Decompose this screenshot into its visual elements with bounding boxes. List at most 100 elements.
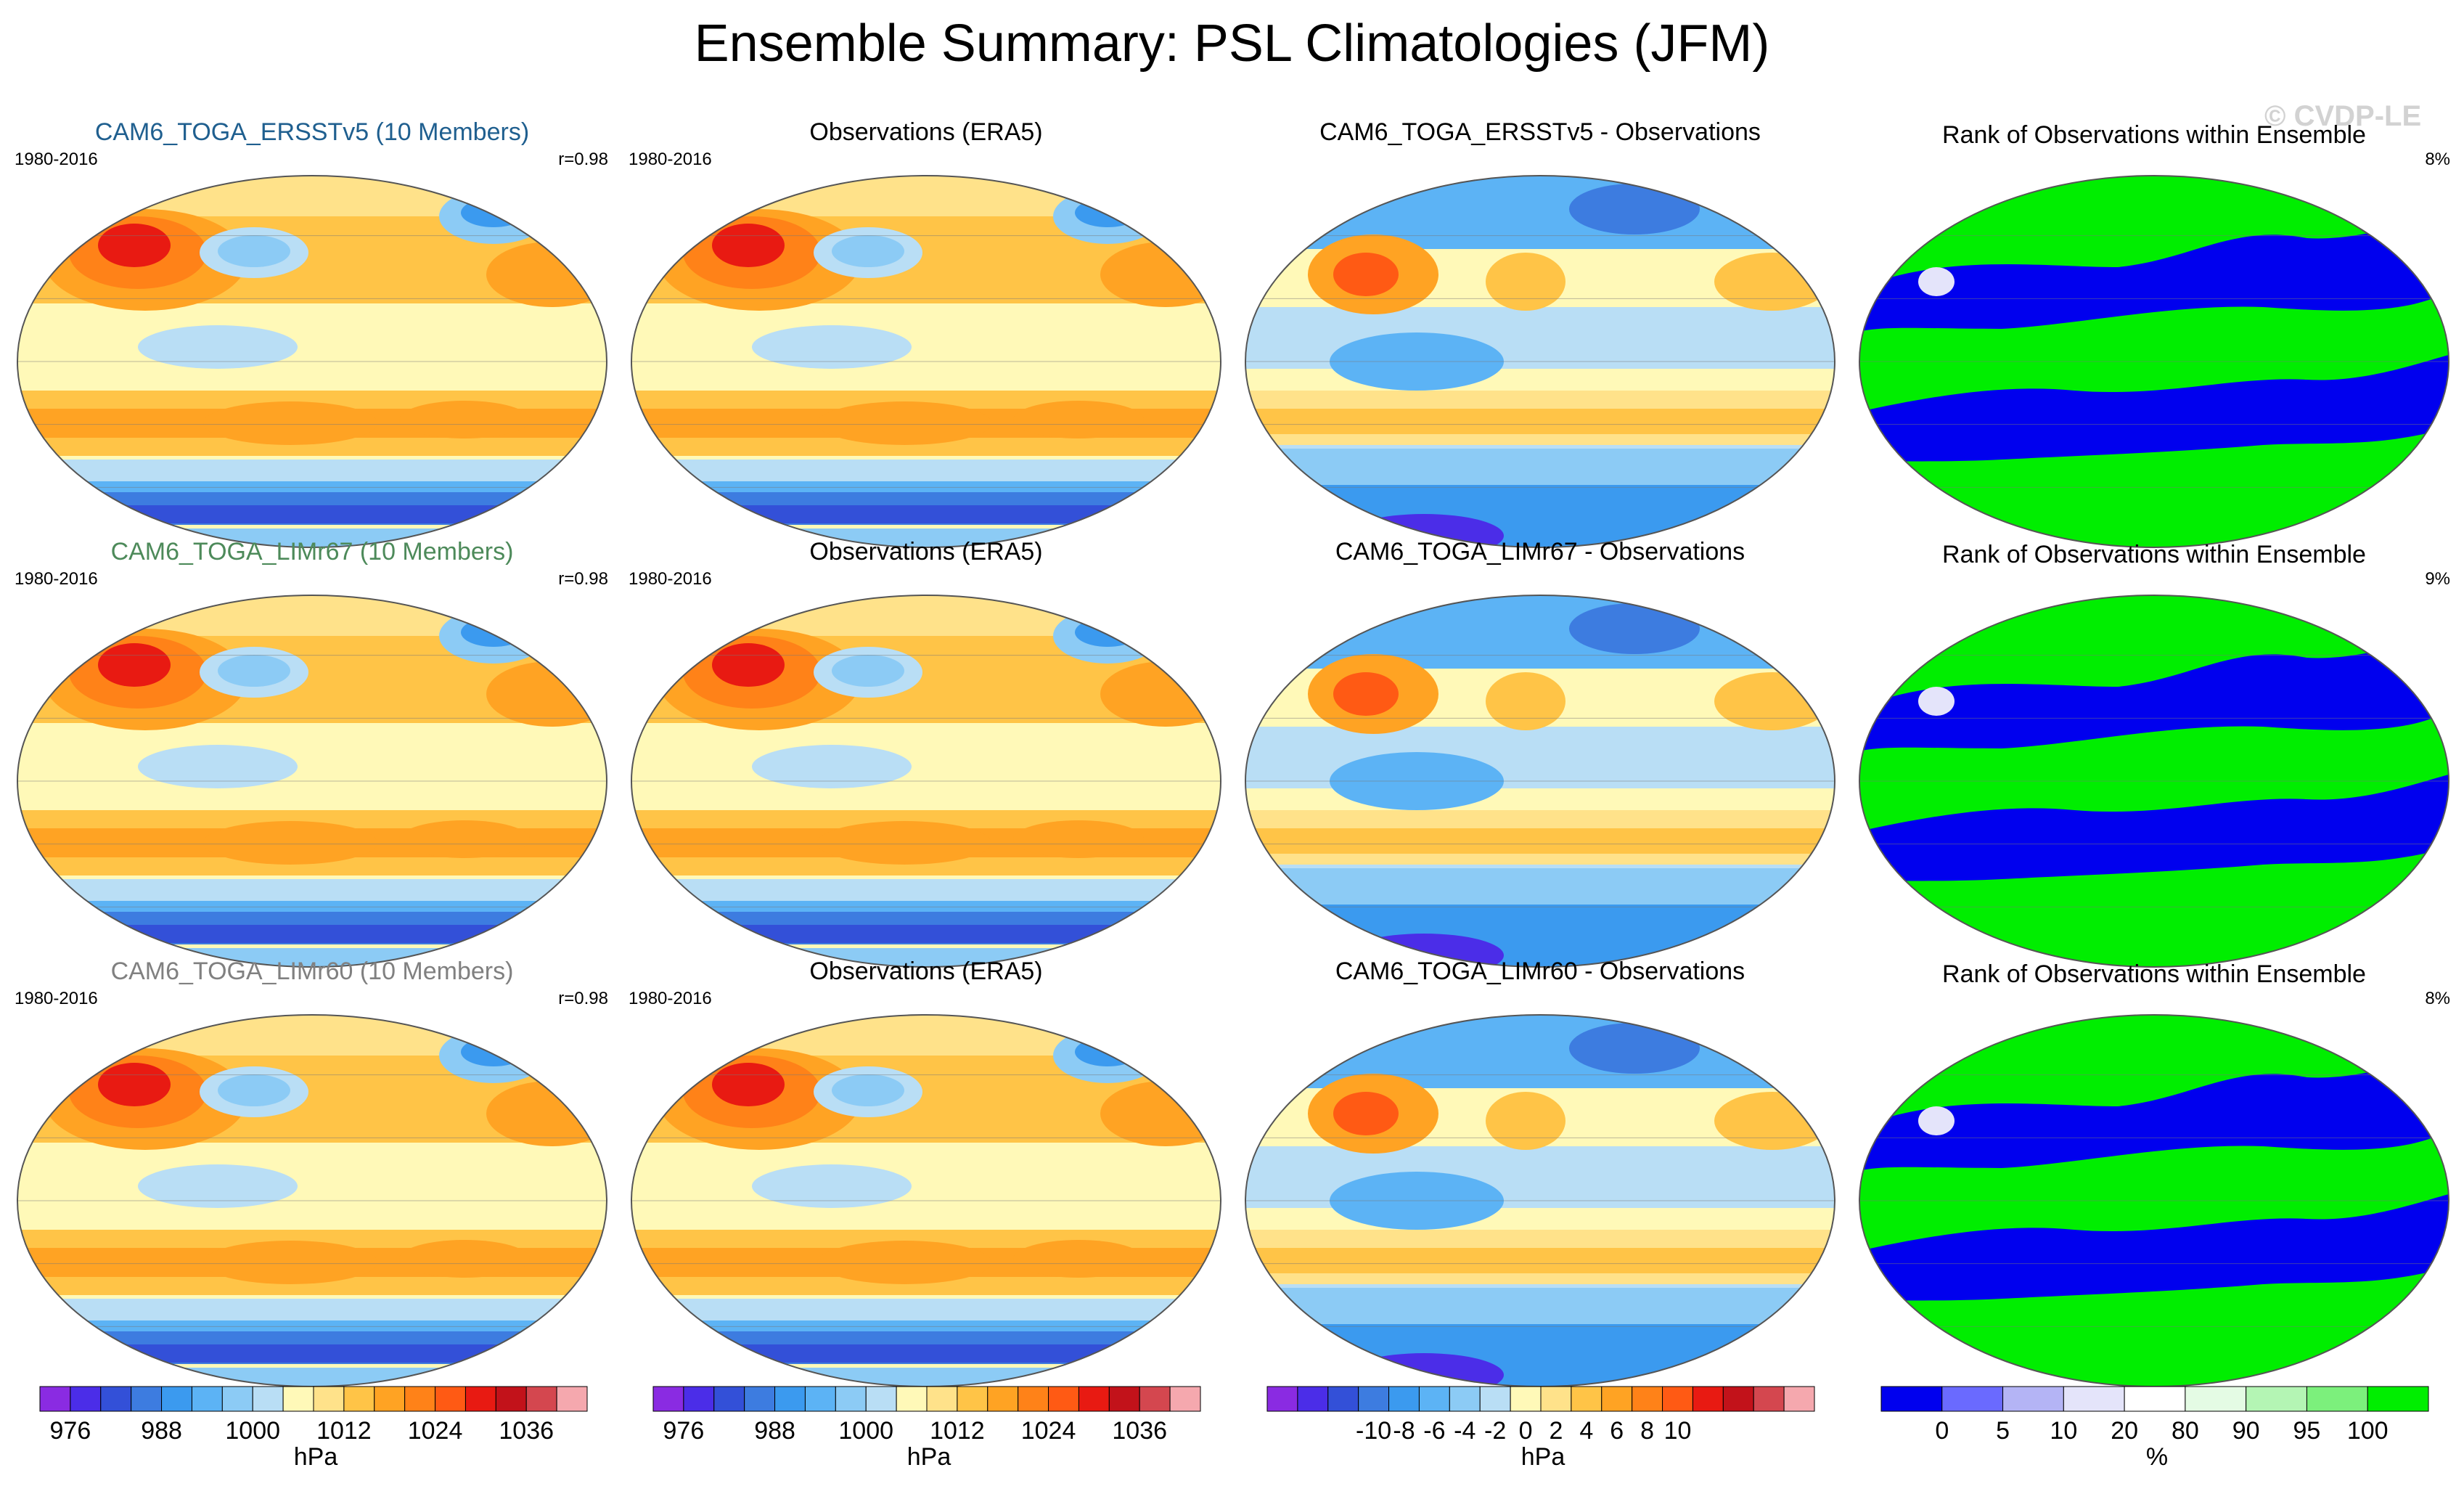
watermark: © CVDP-LE: [2264, 100, 2422, 132]
colorbar-swatch: [435, 1386, 466, 1412]
map-psl-row2: [631, 595, 1221, 968]
psl-south-atlantic-high: [399, 401, 530, 438]
graticule: [1859, 235, 2449, 488]
correlation-label: r=0.98: [558, 989, 608, 1008]
colorbar-swatch: [1327, 1386, 1359, 1412]
colorbar-swatch: [191, 1386, 223, 1412]
map-rank-row3: [1859, 1014, 2449, 1387]
map-outline: [1245, 175, 1835, 548]
colorbar-tick-label: 5: [1996, 1417, 2010, 1445]
colorbar-tick-label: 976: [50, 1417, 91, 1445]
colorbar-swatch: [252, 1386, 284, 1412]
rank-percent-label: 8%: [2425, 150, 2450, 169]
colorbar-swatch: [2124, 1386, 2186, 1412]
colorbar-tick-label: 988: [754, 1417, 795, 1445]
graticule: [1245, 655, 1835, 907]
panel-title-rank: Rank of Observations within Ensemble: [1942, 121, 2366, 149]
rank-southern-low-rank-region: [1859, 774, 2449, 883]
map-diff-row3: [1245, 1014, 1835, 1387]
psl-southern-ocean-trough-core: [631, 925, 1221, 943]
colorbar-swatch: [1662, 1386, 1693, 1412]
diff-north-atlantic-positive: [1714, 1092, 1830, 1150]
colorbar-swatch: [1783, 1386, 1815, 1412]
colorbar-swatch: [282, 1386, 314, 1412]
map-psl-row1: [631, 175, 1221, 548]
years-label-ensemble: 1980-2016: [15, 150, 98, 169]
psl-icelandic-low-core: [1075, 618, 1140, 647]
colorbar-swatch: [161, 1386, 192, 1412]
psl-south-pacific-high: [817, 821, 991, 865]
rank-northern-low-rank-region: [1859, 636, 2449, 752]
colorbar-swatch: [1571, 1386, 1603, 1412]
rank-mid-rank-patch: [1918, 267, 1955, 296]
colorbar-tick-label: 976: [663, 1417, 705, 1445]
colorbar-tick-label: -6: [1423, 1417, 1445, 1445]
psl-south-atlantic-high: [1013, 820, 1144, 858]
colorbar-swatch: [1297, 1386, 1329, 1412]
panel-title-rank: Rank of Observations within Ensemble: [1942, 960, 2366, 988]
colorbar-swatch: [896, 1386, 928, 1412]
diff-asia-positive-core: [1333, 1092, 1399, 1135]
colorbar-swatch: [865, 1386, 897, 1412]
psl-siberian-high-core: [98, 643, 171, 687]
years-label-ensemble: 1980-2016: [15, 989, 98, 1008]
rank-southern-low-rank-region: [1859, 354, 2449, 463]
colorbar-unit-label: hPa: [293, 1443, 338, 1471]
colorbar-swatch: [1941, 1386, 2004, 1412]
diff-antarctic-band: [1245, 1324, 1835, 1387]
graticule: [1859, 1074, 2449, 1327]
colorbar-swatch: [744, 1386, 776, 1412]
psl-south-pacific-high: [817, 1241, 991, 1284]
diff-arctic-negative: [1569, 184, 1700, 234]
diff-arctic-negative: [1569, 603, 1700, 654]
map-outline: [1859, 175, 2449, 548]
psl-south-pacific-high: [203, 401, 377, 445]
map-psl-row1: [17, 175, 607, 548]
diff-asia-positive-core: [1333, 253, 1399, 296]
colorbar-tick-label: -8: [1393, 1417, 1415, 1445]
psl-siberian-high-core: [98, 1063, 171, 1106]
figure-title: Ensemble Summary: PSL Climatologies (JFM…: [694, 15, 1770, 73]
colorbar-swatch: [1601, 1386, 1633, 1412]
panel-title-ensemble: CAM6_TOGA_LIMr67 (10 Members): [110, 538, 514, 566]
rank-mid-rank-patch: [1918, 1106, 1955, 1135]
graticule: [631, 1074, 1221, 1327]
colorbar-tick-label: 80: [2172, 1417, 2199, 1445]
diff-arctic-negative: [1569, 1023, 1700, 1074]
colorbar-tick-label: 20: [2111, 1417, 2138, 1445]
colorbar-swatch: [1139, 1386, 1171, 1412]
colorbar-tick-label: 90: [2232, 1417, 2260, 1445]
panel-title-observations: Observations (ERA5): [809, 538, 1043, 566]
colorbar-swatch: [1358, 1386, 1390, 1412]
psl-south-atlantic-high: [399, 820, 530, 858]
psl-icelandic-low-core: [1075, 1037, 1140, 1066]
colorbar-swatch: [1880, 1386, 1943, 1412]
colorbar-swatch: [1388, 1386, 1420, 1412]
colorbar-tick-label: 0: [1519, 1417, 1533, 1445]
diff-north-atlantic-positive: [1714, 253, 1830, 311]
colorbar-swatch: [1418, 1386, 1450, 1412]
psl-siberian-high-core: [712, 224, 785, 267]
psl-maritime-continent-low: [752, 325, 912, 369]
colorbar-swatch: [313, 1386, 345, 1412]
graticule: [1859, 655, 2449, 907]
colorbar-swatch: [683, 1386, 715, 1412]
diff-northern-band: [1245, 595, 1835, 672]
rank-northern-low-rank-region: [1859, 1056, 2449, 1172]
colorbar-tick-label: 988: [141, 1417, 182, 1445]
colorbar-swatch: [1078, 1386, 1110, 1412]
years-label-observations: 1980-2016: [629, 569, 712, 589]
panel-title-difference: CAM6_TOGA_ERSSTv5 - Observations: [1319, 118, 1761, 146]
panel-title-observations: Observations (ERA5): [809, 118, 1043, 146]
psl-siberian-high-core: [712, 643, 785, 687]
colorbar-1: 976 988 1000 1012 1024 1036: [39, 1386, 588, 1445]
colorbar-swatch: [131, 1386, 163, 1412]
colorbar-tick-label: -2: [1484, 1417, 1506, 1445]
psl-southern-ocean-trough-core: [17, 925, 607, 943]
colorbar-unit-label: hPa: [1520, 1443, 1565, 1471]
diff-north-pacific-positive: [1486, 253, 1565, 311]
psl-south-pacific-high: [203, 1241, 377, 1284]
colorbar-swatch: [2367, 1386, 2429, 1412]
colorbar-swatch: [2306, 1386, 2368, 1412]
colorbar-tick-label: 1012: [316, 1417, 372, 1445]
